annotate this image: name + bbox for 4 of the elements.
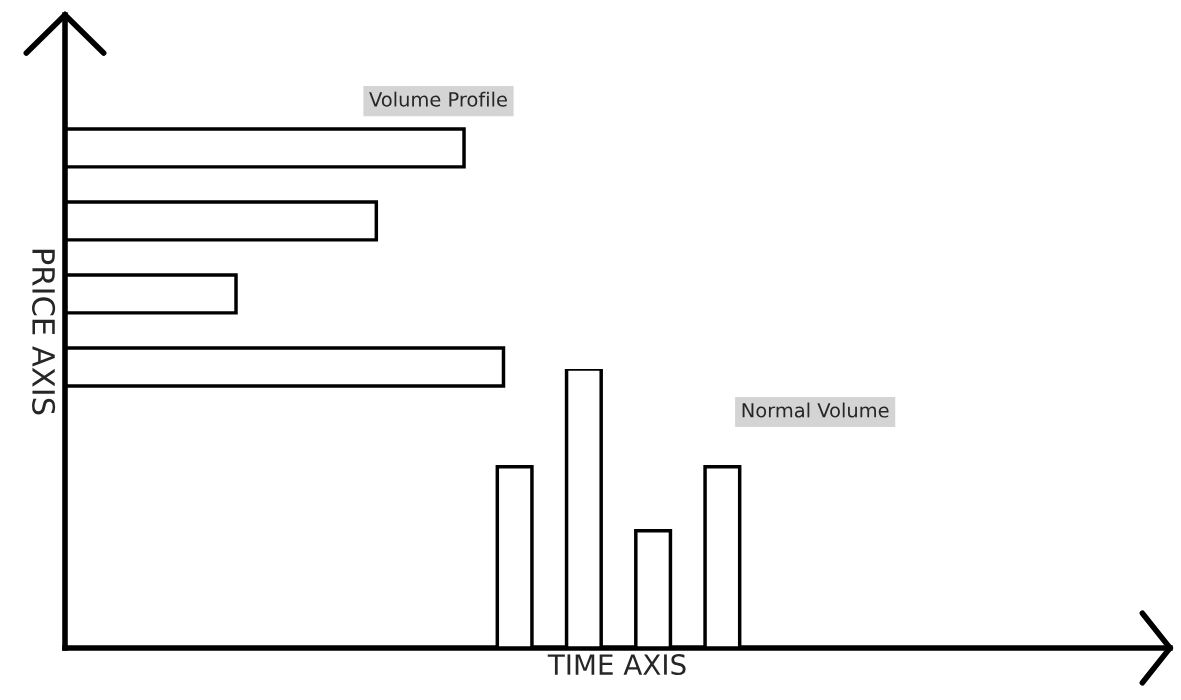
chart-title: Volume Profile — [369, 91, 507, 107]
x-axis-title: TIME AXIS — [547, 654, 686, 676]
y-axis-title: PRICE AXIS — [32, 249, 56, 415]
text: Normal Volume — [742, 402, 889, 418]
